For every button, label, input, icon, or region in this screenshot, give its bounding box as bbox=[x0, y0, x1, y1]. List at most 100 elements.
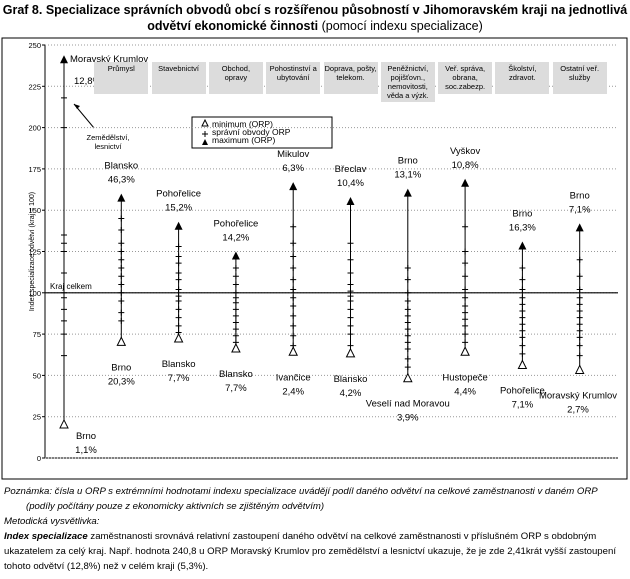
orp-point bbox=[61, 306, 67, 313]
orp-point bbox=[576, 256, 583, 263]
notes: Poznámka: čísla u ORP s extrémními hodno… bbox=[4, 484, 626, 574]
min-place-label: Brno bbox=[76, 431, 96, 442]
y-tick-label: 225 bbox=[28, 82, 41, 91]
orp-point bbox=[347, 240, 354, 247]
orp-point bbox=[576, 294, 583, 301]
category-label: Peněžnictví, pojišťovn., nemovitosti, vě… bbox=[380, 62, 435, 102]
max-share-label: 46,3% bbox=[108, 175, 135, 186]
orp-point bbox=[347, 269, 354, 276]
orp-point bbox=[232, 273, 239, 280]
reference-label: Kraj celkem bbox=[50, 282, 92, 291]
orp-point bbox=[175, 243, 182, 250]
category-label: Ostatní veř. služby bbox=[552, 62, 607, 94]
chart: 0 25 50 75 100 125 150 175 200 225 250 Index specia… bbox=[1, 37, 628, 480]
orp-point bbox=[404, 319, 411, 326]
chart-title-block: Graf 8. Specializace správních obvodů ob… bbox=[0, 2, 630, 34]
orp-point bbox=[404, 339, 411, 346]
orp-point bbox=[118, 227, 125, 234]
legend-symbol-min bbox=[201, 118, 209, 127]
orp-point bbox=[462, 303, 469, 310]
orp-point bbox=[175, 260, 182, 267]
orp-point bbox=[519, 314, 526, 321]
min-marker bbox=[460, 346, 470, 356]
orp-point bbox=[462, 260, 469, 267]
max-place-label: Pohořelice bbox=[213, 218, 258, 229]
min-share-label: 3,9% bbox=[397, 413, 419, 424]
orp-point bbox=[232, 265, 239, 272]
legend-label: maximum (ORP) bbox=[212, 135, 275, 145]
orp-point bbox=[462, 322, 469, 329]
max-share-label: 10,4% bbox=[337, 178, 364, 189]
method-definition: zaměstnanosti srovnává relativní zastoup… bbox=[4, 531, 616, 572]
orp-point bbox=[61, 248, 67, 255]
orp-point bbox=[347, 322, 354, 329]
orp-point bbox=[290, 286, 297, 293]
orp-point bbox=[404, 355, 411, 362]
max-place-label: Brno bbox=[512, 209, 532, 220]
orp-point bbox=[462, 286, 469, 293]
orp-point bbox=[462, 316, 469, 323]
orp-point bbox=[290, 240, 297, 247]
orp-point bbox=[118, 317, 125, 324]
min-share-label: 4,4% bbox=[454, 386, 476, 397]
orp-point bbox=[462, 309, 469, 316]
orp-point bbox=[462, 223, 469, 230]
chart-frame bbox=[1, 37, 628, 480]
y-tick-label: 175 bbox=[28, 165, 41, 174]
orp-point bbox=[519, 334, 526, 341]
orp-point bbox=[290, 265, 297, 272]
method-text: Index specializace zaměstnanosti srovnáv… bbox=[4, 529, 626, 574]
y-tick-label: 150 bbox=[28, 206, 41, 215]
orp-point bbox=[404, 326, 411, 333]
max-place-label: Brno bbox=[398, 156, 418, 167]
orp-point bbox=[175, 306, 182, 313]
orp-point bbox=[404, 276, 411, 283]
orp-point bbox=[61, 352, 67, 359]
min-share-label: 20,3% bbox=[108, 376, 135, 387]
orp-point bbox=[118, 256, 125, 263]
y-tick-label: 25 bbox=[33, 413, 41, 422]
min-share-label: 2,7% bbox=[567, 404, 589, 415]
min-place-label: Ivančice bbox=[276, 372, 311, 383]
orp-point bbox=[232, 299, 239, 306]
min-place-label: Blansko bbox=[219, 369, 253, 380]
category-label: Stavebnictví bbox=[151, 62, 206, 94]
orp-point bbox=[576, 273, 583, 280]
orp-point bbox=[175, 269, 182, 276]
orp-point bbox=[576, 321, 583, 328]
max-marker bbox=[117, 193, 126, 202]
category-label: Průmysl bbox=[94, 62, 149, 94]
orp-point bbox=[61, 231, 67, 238]
y-tick-label: 100 bbox=[28, 289, 41, 298]
orp-point bbox=[232, 332, 239, 339]
orp-point bbox=[519, 286, 526, 293]
orp-point bbox=[175, 276, 182, 283]
orp-point bbox=[290, 303, 297, 310]
orp-point bbox=[404, 312, 411, 319]
orp-point bbox=[519, 294, 526, 301]
orp-point bbox=[61, 94, 67, 101]
max-marker bbox=[231, 251, 240, 260]
orp-point bbox=[576, 307, 583, 314]
orp-point bbox=[576, 352, 583, 359]
orp-point bbox=[290, 276, 297, 283]
min-share-label: 7,1% bbox=[512, 399, 534, 410]
orp-point bbox=[290, 294, 297, 301]
orp-point bbox=[576, 286, 583, 293]
orp-point bbox=[232, 281, 239, 288]
max-place-label: Mikulov bbox=[277, 149, 309, 160]
max-place-label: Vyškov bbox=[450, 146, 481, 157]
max-marker bbox=[518, 241, 527, 250]
orp-point bbox=[290, 253, 297, 260]
max-place-label: Pohořelice bbox=[156, 189, 201, 200]
orp-point bbox=[232, 326, 239, 333]
orp-point bbox=[404, 332, 411, 339]
orp-point bbox=[519, 307, 526, 314]
min-place-label: Hustopeče bbox=[442, 372, 487, 383]
min-share-label: 2,4% bbox=[282, 386, 304, 397]
max-share-label: 12,8% bbox=[74, 76, 101, 87]
max-share-label: 10,8% bbox=[452, 160, 479, 171]
orp-point bbox=[462, 331, 469, 338]
chart-title: Graf 8. Specializace správních obvodů ob… bbox=[2, 3, 628, 33]
